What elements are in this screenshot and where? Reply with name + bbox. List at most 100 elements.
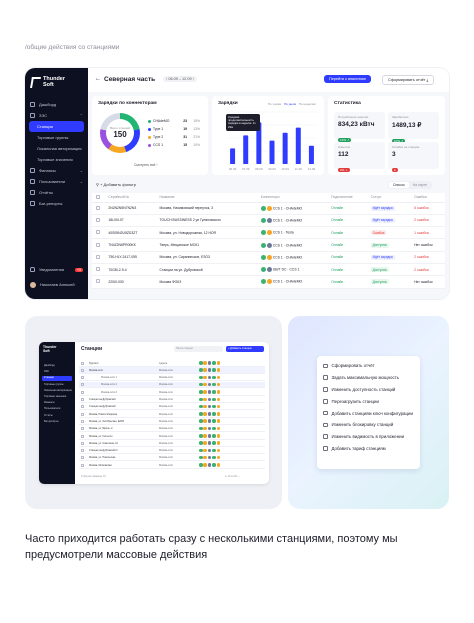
bar[interactable] xyxy=(282,132,288,164)
charges-tab[interactable]: По неделям xyxy=(298,102,316,106)
view-list-tab[interactable]: Список xyxy=(389,182,409,188)
row-checkbox[interactable] xyxy=(96,242,100,247)
row-checkbox[interactable] xyxy=(81,449,84,453)
charges-tab[interactable]: По часам xyxy=(268,102,282,106)
mini-table-row[interactable]: Москва-сити 1 Москва-сити xyxy=(79,375,265,382)
row-checkbox[interactable] xyxy=(81,398,84,401)
bar[interactable] xyxy=(308,145,314,164)
bulk-action-item[interactable]: Добавить тариф станциям xyxy=(317,443,420,455)
date-range-picker[interactable]: ‹ 06.09 – 12.09 › xyxy=(163,76,197,82)
column-header[interactable]: Ошибки xyxy=(410,193,445,203)
column-header[interactable] xyxy=(92,193,105,203)
notifications-item[interactable]: Уведомления +3 xyxy=(25,264,88,275)
mini-table-row[interactable]: Москва, Новослободская Москва-сити xyxy=(79,411,265,418)
mini-table-row[interactable]: Москва, ул. Никольская Москва-сити xyxy=(79,455,265,462)
bar[interactable] xyxy=(243,135,249,164)
sidebar-item[interactable]: ЗЭС ⌃ xyxy=(25,110,88,121)
mini-table-row[interactable]: Москва, ул. Советская, 12 Москва-сити xyxy=(79,440,265,447)
row-checkbox[interactable] xyxy=(81,383,84,387)
mini-brand-logo[interactable]: Thunder Soft xyxy=(43,345,57,353)
column-header[interactable]: Подключение xyxy=(327,193,367,203)
analytics-button[interactable]: Перейти к аналитике xyxy=(324,75,372,83)
errors-cell[interactable]: Нет ошибок xyxy=(410,275,445,289)
mini-search-input[interactable]: Поиск станции xyxy=(174,346,223,352)
select-all-checkbox[interactable] xyxy=(96,194,100,199)
column-header[interactable]: Серийный № xyxy=(104,193,156,203)
row-checkbox[interactable] xyxy=(81,405,84,409)
bar[interactable] xyxy=(269,140,275,164)
mini-table-row[interactable]: Москва-сити 2 Москва-сити xyxy=(79,381,265,389)
mini-table-row[interactable]: Группа 1 Адреса xyxy=(79,360,265,367)
mini-table-row[interactable]: Москва, Московская Москва-сити xyxy=(79,462,265,469)
mini-table-row[interactable]: Москва-сити Москва-сити xyxy=(79,367,265,374)
sidebar-item[interactable]: Локальная авторизация xyxy=(25,143,88,154)
row-checkbox[interactable] xyxy=(81,419,84,423)
mini-sidebar-item[interactable]: Торговые значения xyxy=(44,395,67,398)
mini-table-row[interactable]: Москва, ул. Октябрьская, ЕЗО3 Москва-сити xyxy=(79,418,265,425)
mini-table-row[interactable]: Станция на Дубровской Москва-сити xyxy=(79,404,265,411)
row-checkbox[interactable] xyxy=(81,368,84,372)
mini-sidebar-item[interactable]: Отчёты xyxy=(44,413,53,417)
errors-cell[interactable]: 6 ошибок xyxy=(410,202,445,215)
table-row[interactable]: 7N4Z2N6PR00KK Тверь, Мещанское МСК1 CCS 1 … xyxy=(92,238,445,252)
row-checkbox[interactable] xyxy=(96,217,100,222)
mini-table-row[interactable]: Москва, ул. Гастелло Москва-сити xyxy=(79,433,265,440)
table-row[interactable]: 2N2N2N5N7N2N3 Москва, Нахимовский переуло… xyxy=(92,202,445,215)
sidebar-item[interactable]: Финансы ⌄ xyxy=(25,165,88,176)
errors-cell[interactable]: 2 ошибки xyxy=(410,214,445,228)
add-filter-button[interactable]: ⚲ + Добавить фильтр xyxy=(96,182,136,187)
mini-sidebar-item[interactable]: Торговые группы xyxy=(44,382,64,386)
table-row[interactable]: 70G8I-2-9-4 Станции на ул. Дубровской GB/T… xyxy=(92,263,445,277)
mini-sidebar-item[interactable]: Локальная авторизация xyxy=(44,388,72,392)
errors-cell[interactable]: 2 ошибки xyxy=(410,263,445,277)
back-arrow-icon[interactable]: ← xyxy=(95,76,101,82)
table-row[interactable]: 18L00I-07 TOUCH BUSSINESS 2 ул Гуляновско… xyxy=(92,214,445,228)
sidebar-item[interactable]: Торговые значения xyxy=(25,154,88,165)
row-checkbox[interactable] xyxy=(96,267,100,272)
mini-sidebar-item[interactable]: Баг-репорты xyxy=(44,419,59,423)
sidebar-item[interactable]: Дашборд xyxy=(25,99,88,110)
sidebar-item[interactable]: Торговые группы xyxy=(25,132,88,143)
bulk-action-item[interactable]: Изменить доступность станций xyxy=(317,384,420,396)
row-checkbox[interactable] xyxy=(96,279,100,284)
mini-sidebar-item[interactable]: Станции xyxy=(42,376,72,382)
row-checkbox[interactable] xyxy=(81,434,84,438)
bar[interactable] xyxy=(256,122,262,164)
column-header[interactable]: Статус xyxy=(366,193,411,203)
row-checkbox[interactable] xyxy=(81,463,84,467)
mini-sidebar-item[interactable]: ЗЭС xyxy=(44,370,50,374)
row-checkbox[interactable] xyxy=(81,361,84,365)
row-checkbox[interactable] xyxy=(96,230,100,235)
charges-tab[interactable]: По дням xyxy=(284,102,296,106)
pagination[interactable]: 1–10 из 63 ‹ › xyxy=(225,475,240,478)
bulk-action-item[interactable]: Задать максимальную мощность xyxy=(317,372,420,384)
bar[interactable] xyxy=(230,148,236,164)
table-row[interactable]: 220I0-030 Москва ФОКЗ CCS 1 · CHAdeMO Онлай… xyxy=(92,275,445,289)
row-checkbox[interactable] xyxy=(96,205,100,210)
mini-table-row[interactable]: Москва, ул. Брошь, 2 Москва-сити xyxy=(79,426,265,433)
row-checkbox[interactable] xyxy=(81,441,84,445)
bar[interactable] xyxy=(295,127,301,164)
show-all-link[interactable]: Смотреть всё › xyxy=(134,163,158,167)
mini-table-row[interactable]: Москва-сити 3 Москва-сити xyxy=(79,389,265,396)
mini-table-row[interactable]: Станция на Дубровской 4 Москва-сити xyxy=(79,448,265,455)
user-profile[interactable]: Николаев Алексей xyxy=(25,279,88,290)
brand-logo[interactable]: Thunder Soft xyxy=(30,76,65,88)
view-map-tab[interactable]: На карте xyxy=(412,183,428,187)
row-checkbox[interactable] xyxy=(96,254,100,259)
sidebar-item[interactable]: Баг-репорты xyxy=(25,198,88,209)
table-row[interactable]: T50-HLY-2417-055 Москва, ул. Саранинское,… xyxy=(92,251,445,264)
row-checkbox[interactable] xyxy=(81,390,84,394)
row-checkbox[interactable] xyxy=(81,456,84,460)
errors-cell[interactable]: 1 ошибка xyxy=(410,226,445,240)
sidebar-item[interactable]: Пользователи ⌄ xyxy=(25,176,88,187)
bulk-action-item[interactable]: Сформировать отчёт xyxy=(317,360,420,372)
report-button[interactable]: Сформировать отчёт ⤓ xyxy=(382,75,435,85)
add-station-button[interactable]: + Добавить станцию xyxy=(226,346,264,352)
sidebar-item[interactable]: Станции xyxy=(29,121,84,132)
bulk-action-item[interactable]: Изменить блокировку станций xyxy=(317,419,420,431)
mini-sidebar-item[interactable]: Дашборд xyxy=(44,364,55,367)
bulk-action-item[interactable]: Изменить видимость в приложении xyxy=(317,431,420,443)
mini-table-row[interactable]: Станции на Дубровской Москва-сити xyxy=(79,397,265,403)
sidebar-item[interactable]: Отчёты xyxy=(25,187,88,198)
